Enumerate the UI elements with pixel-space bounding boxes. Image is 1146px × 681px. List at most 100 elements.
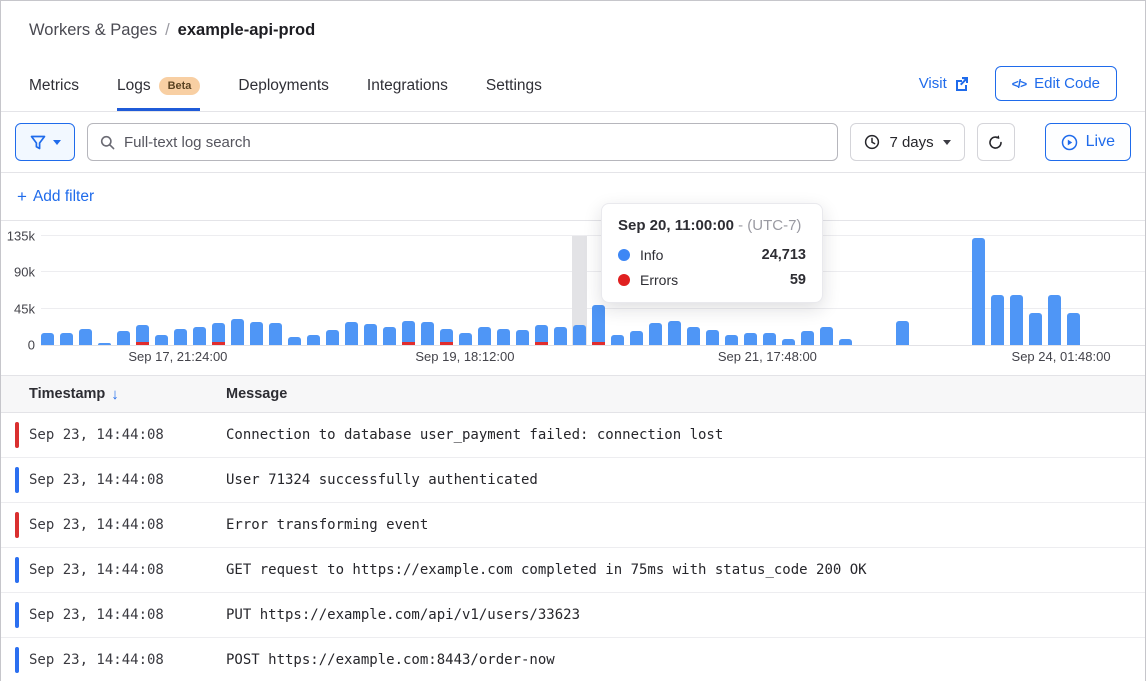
- chart-bar[interactable]: [459, 332, 472, 345]
- chart-bar[interactable]: [668, 320, 681, 345]
- y-tick-label: 0: [27, 337, 35, 353]
- log-row[interactable]: Sep 23, 14:44:08 POST https://example.com…: [1, 638, 1145, 681]
- error-indicator: [15, 422, 19, 448]
- chart-bar[interactable]: [497, 328, 510, 345]
- chart-bar[interactable]: [592, 304, 605, 345]
- log-row[interactable]: Sep 23, 14:44:08 PUT https://example.com/…: [1, 593, 1145, 638]
- chart-bar[interactable]: [478, 327, 491, 345]
- chart-bar[interactable]: [649, 323, 662, 345]
- log-rows: Sep 23, 14:44:08 Connection to database u…: [1, 413, 1145, 681]
- chart-bar[interactable]: [269, 323, 282, 345]
- visit-link[interactable]: Visit: [919, 75, 969, 92]
- chart-bar[interactable]: [706, 330, 719, 345]
- chart-bar[interactable]: [117, 331, 130, 345]
- tooltip-info-row: Info 24,713: [618, 247, 806, 263]
- chart-bar[interactable]: [79, 328, 92, 345]
- chart-bar[interactable]: [744, 332, 757, 345]
- chart-bar-error-segment: [440, 342, 453, 345]
- time-range-dropdown[interactable]: 7 days: [850, 123, 965, 161]
- beta-badge: Beta: [158, 77, 201, 95]
- chart-bar[interactable]: [402, 320, 415, 345]
- info-indicator: [15, 467, 19, 493]
- chart-bar[interactable]: [725, 335, 738, 345]
- x-tick-label: Sep 21, 17:48:00: [717, 349, 817, 364]
- chart-bar[interactable]: [174, 328, 187, 345]
- chart-bar[interactable]: [972, 238, 985, 345]
- chart-bar[interactable]: [440, 328, 453, 345]
- chart-bar[interactable]: [782, 339, 795, 345]
- chart-bar[interactable]: [516, 330, 529, 345]
- chart-bar[interactable]: [1067, 312, 1080, 345]
- tab-integrations[interactable]: Integrations: [367, 77, 448, 111]
- sort-descending-icon: ↓: [111, 385, 119, 403]
- breadcrumb-separator: /: [165, 21, 170, 39]
- tab-label: Settings: [485, 77, 542, 94]
- tab-settings[interactable]: Settings: [486, 77, 542, 111]
- external-link-icon: [954, 76, 969, 91]
- gridline: [41, 271, 1145, 273]
- chart-bar[interactable]: [1048, 294, 1061, 345]
- chart-bar[interactable]: [98, 342, 111, 345]
- visit-label: Visit: [918, 75, 947, 92]
- chart-bar[interactable]: [212, 323, 225, 345]
- chart-plot-area[interactable]: [41, 235, 1145, 346]
- chart-bar[interactable]: [288, 336, 301, 345]
- chart-bar[interactable]: [991, 294, 1004, 345]
- edit-code-button[interactable]: </> Edit Code: [994, 66, 1117, 101]
- chart-bar[interactable]: [421, 322, 434, 345]
- log-row[interactable]: Sep 23, 14:44:08 Connection to database u…: [1, 413, 1145, 458]
- breadcrumb-section[interactable]: Workers & Pages: [29, 21, 158, 39]
- chart-bar[interactable]: [193, 327, 206, 345]
- tab-logs[interactable]: Logs Beta: [116, 77, 201, 111]
- log-table: Timestamp ↓ Message Sep 23, 14:44:08 Conn…: [1, 375, 1145, 681]
- chart-bar[interactable]: [573, 325, 586, 345]
- log-timestamp: Sep 23, 14:44:08: [29, 427, 164, 443]
- filter-dropdown-button[interactable]: [15, 123, 75, 161]
- chart-bar[interactable]: [896, 320, 909, 345]
- chart-tooltip: Sep 20, 11:00:00 - (UTC-7) Info 24,713 E…: [601, 203, 823, 303]
- chart-bar[interactable]: [155, 335, 168, 345]
- search-box[interactable]: [87, 123, 839, 161]
- y-tick-label: 135k: [6, 228, 35, 244]
- tooltip-errors-label: Errors: [640, 272, 679, 288]
- info-indicator: [15, 602, 19, 628]
- chart-bar[interactable]: [820, 327, 833, 345]
- log-row[interactable]: Sep 23, 14:44:08 User 71324 successfully …: [1, 458, 1145, 503]
- info-dot-icon: [618, 249, 630, 261]
- chart-bar[interactable]: [383, 327, 396, 345]
- error-indicator: [15, 512, 19, 538]
- chart-bar[interactable]: [630, 331, 643, 345]
- chart-bar[interactable]: [41, 332, 54, 345]
- tooltip-errors-row: Errors 59: [618, 272, 806, 288]
- chart-bar[interactable]: [326, 330, 339, 345]
- add-filter-button[interactable]: + Add filter: [17, 187, 94, 207]
- tab-deployments[interactable]: Deployments: [238, 77, 328, 111]
- live-button[interactable]: Live: [1044, 123, 1131, 161]
- chart-bar[interactable]: [554, 327, 567, 345]
- chart-bar[interactable]: [231, 319, 244, 345]
- chart-bar[interactable]: [250, 322, 263, 345]
- chart-bar[interactable]: [60, 332, 73, 345]
- log-row[interactable]: Sep 23, 14:44:08 GET request to https://e…: [1, 548, 1145, 593]
- chart-bar[interactable]: [364, 324, 377, 345]
- chart-bar[interactable]: [1010, 294, 1023, 345]
- chart-bar[interactable]: [136, 324, 149, 345]
- page-header: Workers & Pages / example-api-prod Metrics…: [1, 1, 1145, 112]
- chart-bar[interactable]: [1029, 312, 1042, 345]
- chart-bar[interactable]: [839, 338, 852, 345]
- x-tick-label: Sep 19, 18:12:00: [415, 349, 515, 364]
- chart-bar[interactable]: [687, 327, 700, 345]
- chart-bar[interactable]: [345, 322, 358, 345]
- chart-bar[interactable]: [611, 334, 624, 345]
- tab-metrics[interactable]: Metrics: [29, 77, 79, 111]
- search-input[interactable]: [124, 133, 826, 151]
- chart-bar-error-segment: [535, 342, 548, 345]
- chart-bar[interactable]: [763, 332, 776, 345]
- log-message: GET request to https://example.com compl…: [226, 562, 867, 578]
- chart-bar[interactable]: [307, 334, 320, 345]
- log-row[interactable]: Sep 23, 14:44:08 Error transforming event: [1, 503, 1145, 548]
- chart-bar[interactable]: [801, 331, 814, 345]
- refresh-button[interactable]: [976, 123, 1015, 161]
- chart-bar[interactable]: [535, 324, 548, 345]
- timestamp-column-header[interactable]: Timestamp ↓: [29, 385, 119, 403]
